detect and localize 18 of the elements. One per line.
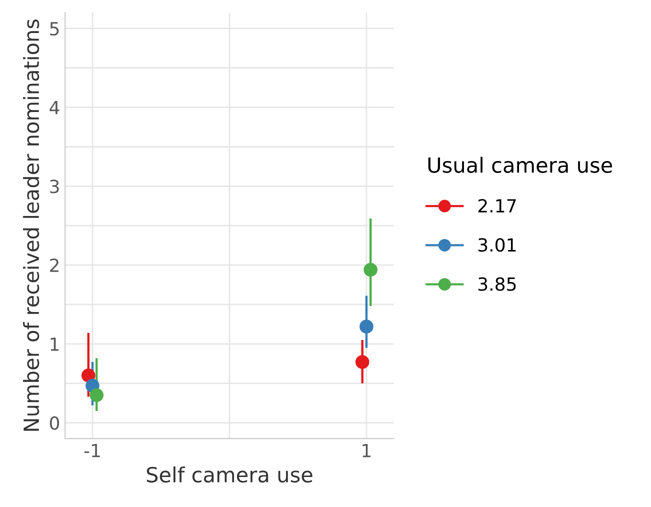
- point: [90, 388, 104, 402]
- y-tick-label: 0: [50, 416, 60, 430]
- point: [81, 368, 96, 382]
- legend-label: 3.01: [478, 238, 516, 252]
- point: [364, 262, 378, 277]
- y-tick-label: 5: [50, 22, 59, 36]
- x-axis-title: Self camera use: [146, 466, 312, 483]
- legend-label: 2.17: [478, 198, 516, 212]
- y-tick-label: 1: [50, 338, 59, 351]
- y-tick-label: 4: [50, 101, 60, 114]
- x-tick-label: -1: [84, 444, 100, 458]
- legend-title: Usual camera use: [428, 156, 612, 173]
- legend-label: 3.85: [478, 277, 516, 291]
- point: [360, 320, 374, 334]
- y-axis-title: Number of received leader nominations: [23, 19, 40, 431]
- point: [355, 355, 370, 369]
- y-tick-label: 2: [50, 258, 58, 272]
- y-tick-label: 3: [50, 180, 59, 194]
